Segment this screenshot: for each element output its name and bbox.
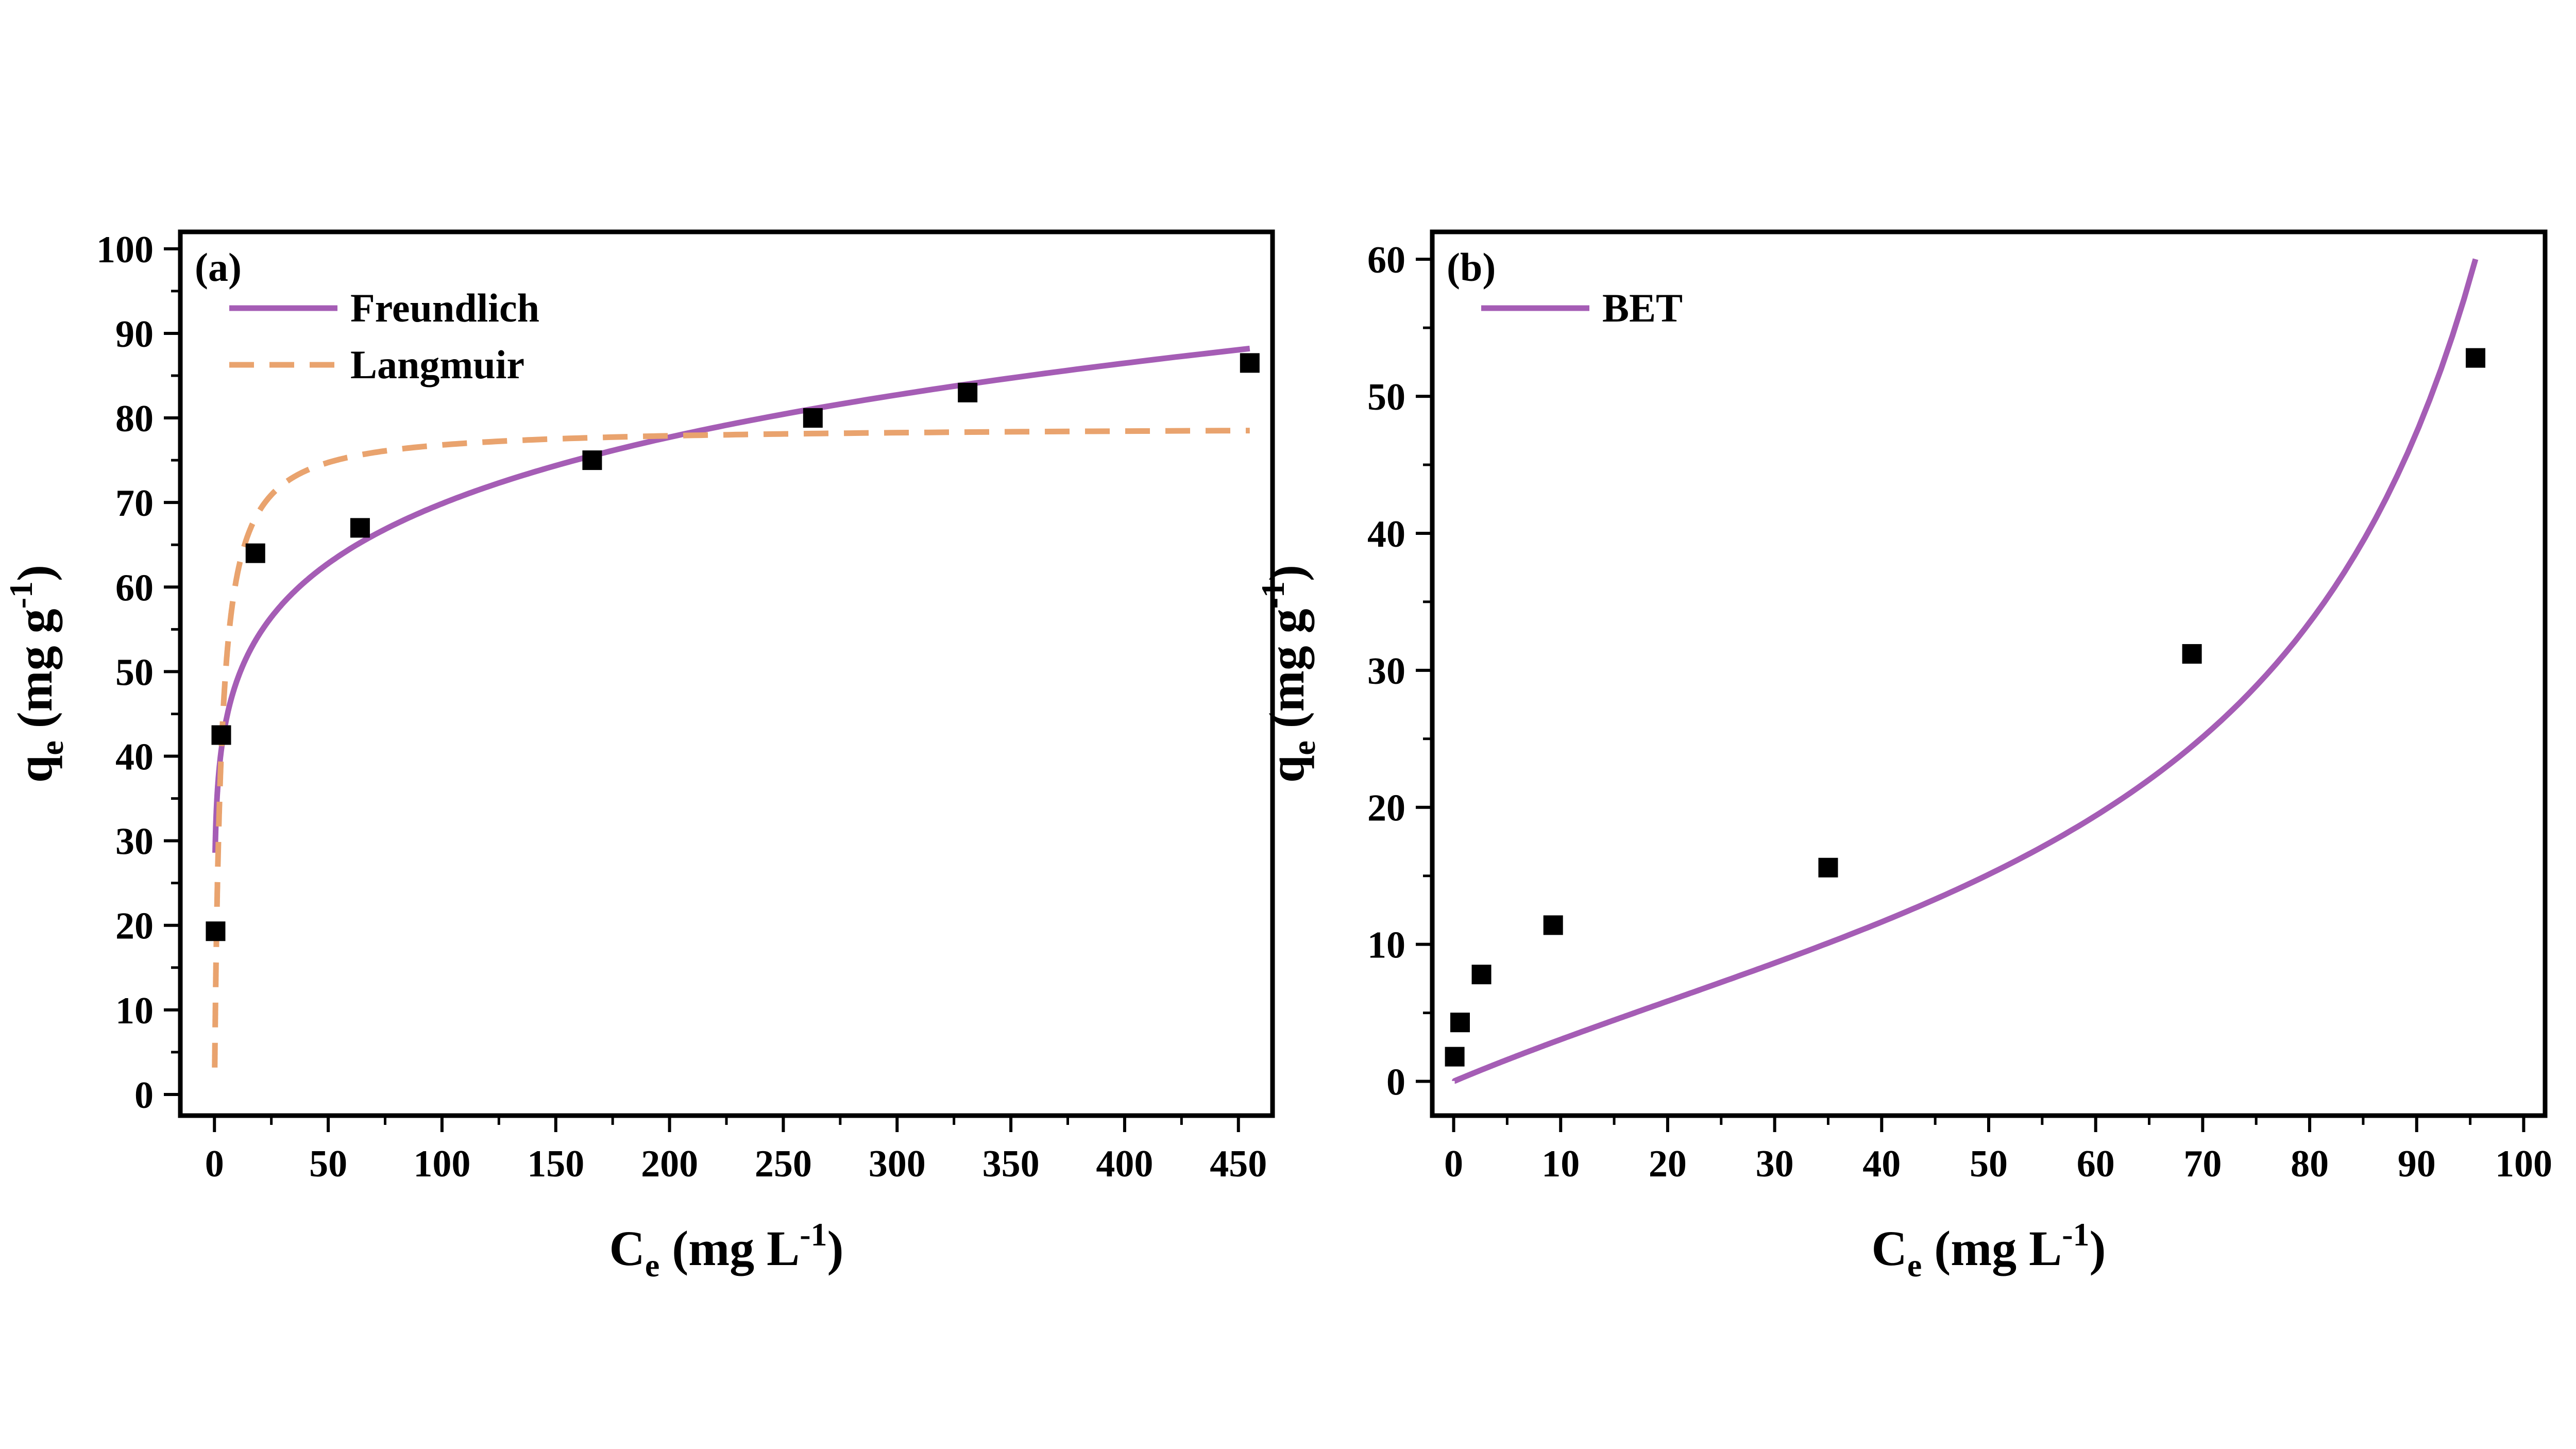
legend-label-bet: BET [1602, 285, 1683, 330]
x-tick-label: 250 [755, 1143, 812, 1185]
y-tick-label: 50 [115, 651, 154, 694]
data-point [1450, 1013, 1470, 1033]
series-line-langmuir [212, 428, 1250, 1070]
data-point [1818, 857, 1838, 878]
y-tick-label: 30 [1367, 650, 1405, 693]
y-tick-label: 80 [115, 398, 154, 440]
series-line-bet [1452, 258, 2479, 1084]
x-axis-title: Ce (mg L-1) [609, 1216, 844, 1284]
x-tick-label: 0 [205, 1143, 224, 1185]
y-tick-label: 60 [115, 567, 154, 609]
data-point [1543, 915, 1563, 935]
x-axis-title-sub: e [645, 1247, 659, 1284]
x-tick-label: 150 [527, 1143, 584, 1185]
y-axis-title: qe (mg g-1) [3, 565, 70, 783]
series-line-freundlich [212, 345, 1250, 855]
y-tick-label: 20 [115, 905, 154, 948]
y-axis-title-unit-pre: (mg g [1259, 609, 1314, 740]
y-tick-label: 40 [1367, 513, 1405, 555]
data-point [2182, 644, 2202, 664]
y-tick-label: 0 [134, 1074, 154, 1117]
chart-panel-b: 0 10 20 30 40 50 60 70 80 90 100 0 10 20 30 40 50 60 (b) BE… [1255, 229, 2552, 1284]
legend-label-freundlich: Freundlich [350, 285, 539, 330]
x-axis-title-main: C [609, 1221, 645, 1276]
data-point [582, 450, 602, 470]
y-tick-label: 0 [1386, 1062, 1405, 1104]
y-tick-label: 30 [115, 821, 154, 863]
panel-label: (b) [1447, 245, 1496, 290]
y-axis-title-sub: e [33, 740, 70, 755]
x-tick-label: 0 [1444, 1143, 1463, 1185]
x-tick-label: 30 [1756, 1143, 1794, 1185]
data-point [803, 408, 823, 428]
x-axis-title-unit-post: ) [2090, 1221, 2106, 1276]
y-tick-label: 10 [1367, 924, 1405, 967]
x-axis-title-sup: -1 [800, 1216, 827, 1253]
data-point [350, 518, 370, 538]
x-tick-label: 10 [1541, 1143, 1580, 1185]
x-axis-title-sub: e [1907, 1247, 1922, 1284]
y-axis-title-main: q [1259, 755, 1314, 783]
x-tick-label: 40 [1862, 1143, 1901, 1185]
data-point [2466, 348, 2485, 368]
y-tick-label: 70 [115, 482, 154, 525]
x-tick-label: 450 [1210, 1143, 1267, 1185]
x-tick-label: 100 [413, 1143, 470, 1185]
data-point [1240, 353, 1260, 373]
x-tick-label: 50 [1970, 1143, 2008, 1185]
x-tick-label: 350 [982, 1143, 1040, 1185]
panel-label: (a) [195, 245, 242, 290]
y-axis-title-unit-pre: (mg g [7, 609, 62, 740]
x-tick-label: 20 [1649, 1143, 1687, 1185]
y-tick-label: 60 [1367, 239, 1405, 281]
x-tick-label: 50 [309, 1143, 347, 1185]
x-tick-label: 100 [2495, 1143, 2552, 1185]
data-point [206, 921, 226, 941]
y-axis-title-sup: -1 [1255, 581, 1291, 609]
data-point [1445, 1047, 1465, 1067]
data-point [211, 725, 231, 745]
data-point [245, 543, 265, 563]
legend-label-langmuir: Langmuir [350, 342, 524, 387]
x-axis-title-unit-post: ) [827, 1221, 844, 1276]
data-point [1471, 965, 1492, 985]
y-axis-title-unit-post: ) [7, 565, 62, 581]
x-tick-label: 60 [2077, 1143, 2115, 1185]
plot-frame [1430, 229, 2548, 1118]
chart-panel-a: 0 50 100 150 200 250 300 350 400 450 0 10 20 30 40 50 60… [3, 229, 1275, 1284]
y-tick-label: 10 [115, 990, 154, 1032]
y-tick-label: 40 [115, 736, 154, 779]
y-axis-title-sub: e [1285, 740, 1322, 755]
x-axis-title-unit-pre: (mg L [1922, 1221, 2062, 1276]
y-axis-title-main: q [7, 755, 62, 783]
x-tick-label: 200 [641, 1143, 698, 1185]
x-tick-label: 90 [2398, 1143, 2436, 1185]
plot-frame [178, 229, 1275, 1118]
y-tick-label: 100 [96, 229, 154, 271]
y-tick-label: 20 [1367, 787, 1405, 830]
y-axis-title-unit-post: ) [1259, 565, 1314, 581]
x-axis-title-sup: -1 [2062, 1216, 2089, 1253]
x-axis-title: Ce (mg L-1) [1872, 1216, 2106, 1284]
x-tick-label: 80 [2291, 1143, 2329, 1185]
y-tick-label: 50 [1367, 376, 1405, 418]
x-tick-label: 300 [869, 1143, 926, 1185]
x-axis-title-unit-pre: (mg L [659, 1221, 800, 1276]
x-tick-label: 400 [1096, 1143, 1153, 1185]
x-axis-title-main: C [1872, 1221, 1907, 1276]
y-tick-label: 90 [115, 313, 154, 356]
x-tick-label: 70 [2183, 1143, 2222, 1185]
data-point [958, 382, 978, 402]
y-axis-title: qe (mg g-1) [1255, 565, 1322, 783]
y-axis-title-sup: -1 [3, 581, 39, 609]
